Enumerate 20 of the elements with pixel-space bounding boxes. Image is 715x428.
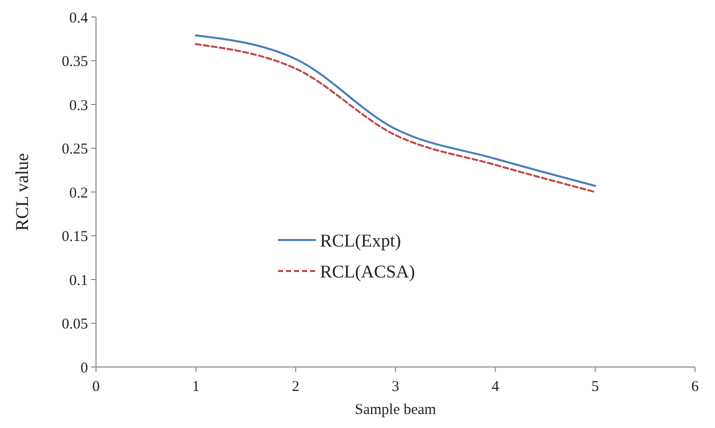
x-tick-label: 0 [92, 379, 100, 395]
x-tick-label: 5 [591, 379, 599, 395]
x-tick-label: 1 [192, 379, 200, 395]
x-tick-label: 3 [392, 379, 400, 395]
y-tick-label: 0.4 [69, 10, 88, 26]
y-axis-title: RCL value [12, 153, 32, 231]
y-tick-label: 0 [80, 360, 88, 376]
x-axis-title: Sample beam [354, 402, 436, 418]
legend-label: RCL(Expt) [320, 230, 401, 250]
y-tick-label: 0.1 [69, 272, 88, 289]
y-tick-label: 0.3 [69, 98, 88, 114]
y-tick-label: 0.15 [62, 229, 88, 245]
y-tick-label: 0.2 [69, 185, 88, 202]
y-tick-label: 0.25 [62, 142, 88, 158]
y-tick-label: 0.35 [62, 54, 88, 70]
x-tick-label: 2 [292, 379, 300, 395]
y-tick-label: 0.05 [62, 316, 88, 332]
legend-label: RCL(ACSA) [320, 261, 416, 282]
x-tick-label: 4 [492, 379, 500, 395]
x-tick-label: 6 [691, 379, 700, 395]
